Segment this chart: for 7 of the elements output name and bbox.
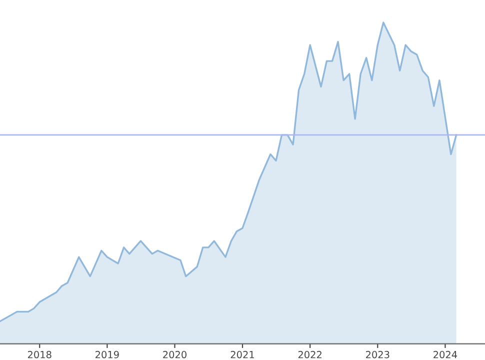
x-tick-label: 2023 <box>366 350 390 358</box>
x-tick-label: 2019 <box>96 350 119 358</box>
x-tick-label: 2018 <box>28 350 52 358</box>
x-tick-label: 2021 <box>230 350 254 358</box>
x-tick-label: 2020 <box>163 350 186 358</box>
x-tick-label: 2024 <box>434 350 458 358</box>
x-tick-label: 2022 <box>298 350 322 358</box>
